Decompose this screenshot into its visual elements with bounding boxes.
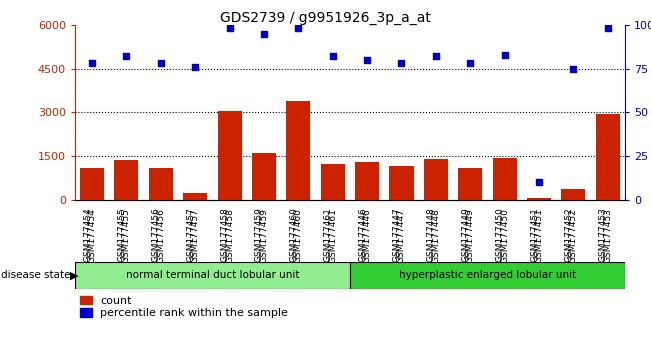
- Bar: [350, 262, 625, 289]
- Text: GSM177454: GSM177454: [83, 207, 92, 262]
- Text: GSM177449: GSM177449: [465, 208, 475, 263]
- Point: [396, 61, 407, 66]
- Text: GSM177452: GSM177452: [564, 207, 574, 262]
- Point: [190, 64, 201, 70]
- Text: GSM177447: GSM177447: [397, 208, 406, 263]
- Text: GSM177456: GSM177456: [156, 208, 165, 263]
- Bar: [217, 111, 242, 200]
- Bar: [424, 159, 448, 200]
- Bar: [493, 158, 517, 200]
- Bar: [115, 160, 139, 200]
- Text: GSM177453: GSM177453: [599, 207, 608, 262]
- Text: hyperplastic enlarged lobular unit: hyperplastic enlarged lobular unit: [399, 270, 576, 280]
- Text: GSM177447: GSM177447: [393, 207, 402, 262]
- Bar: [561, 189, 585, 200]
- Point: [293, 25, 303, 31]
- Text: GSM177459: GSM177459: [255, 207, 264, 262]
- Text: GSM177460: GSM177460: [294, 208, 303, 263]
- Text: GSM177446: GSM177446: [363, 208, 372, 263]
- Text: GSM177452: GSM177452: [569, 208, 578, 263]
- Text: normal terminal duct lobular unit: normal terminal duct lobular unit: [126, 270, 299, 280]
- Text: GSM177455: GSM177455: [117, 207, 126, 262]
- Text: GSM177453: GSM177453: [603, 208, 613, 263]
- Legend: count, percentile rank within the sample: count, percentile rank within the sample: [81, 296, 288, 318]
- Text: ▶: ▶: [70, 270, 79, 280]
- Bar: [527, 198, 551, 200]
- Point: [362, 57, 372, 63]
- Point: [327, 53, 338, 59]
- Text: GSM177449: GSM177449: [462, 207, 470, 262]
- Point: [87, 61, 97, 66]
- Point: [499, 52, 510, 57]
- Bar: [458, 168, 482, 200]
- Bar: [149, 168, 173, 200]
- Point: [603, 25, 613, 31]
- Point: [534, 180, 544, 185]
- Bar: [321, 164, 345, 200]
- Text: disease state: disease state: [1, 270, 71, 280]
- Text: GDS2739 / g9951926_3p_a_at: GDS2739 / g9951926_3p_a_at: [220, 11, 431, 25]
- Point: [156, 61, 166, 66]
- Text: GSM177461: GSM177461: [324, 207, 333, 262]
- Text: GSM177448: GSM177448: [432, 208, 440, 263]
- Bar: [80, 168, 104, 200]
- Text: GSM177458: GSM177458: [221, 207, 230, 262]
- Point: [465, 61, 475, 66]
- Text: GSM177446: GSM177446: [358, 207, 367, 262]
- Text: GSM177456: GSM177456: [152, 207, 161, 262]
- Text: GSM177455: GSM177455: [122, 208, 131, 263]
- Bar: [286, 101, 311, 200]
- Text: GSM177457: GSM177457: [186, 207, 195, 262]
- Point: [568, 66, 579, 72]
- Text: GSM177459: GSM177459: [260, 208, 268, 263]
- Bar: [596, 114, 620, 200]
- Point: [225, 25, 235, 31]
- Bar: [355, 162, 379, 200]
- Text: GSM177454: GSM177454: [87, 208, 96, 263]
- Point: [121, 53, 132, 59]
- Text: GSM177450: GSM177450: [495, 207, 505, 262]
- Text: GSM177451: GSM177451: [530, 207, 539, 262]
- Text: GSM177450: GSM177450: [500, 208, 509, 263]
- Bar: [183, 193, 207, 200]
- Point: [258, 31, 269, 36]
- Bar: [252, 153, 276, 200]
- Text: GSM177451: GSM177451: [534, 208, 544, 263]
- Bar: [75, 262, 350, 289]
- Text: GSM177460: GSM177460: [289, 207, 298, 262]
- Point: [431, 53, 441, 59]
- Text: GSM177458: GSM177458: [225, 208, 234, 263]
- Text: GSM177448: GSM177448: [427, 207, 436, 262]
- Bar: [389, 166, 413, 200]
- Text: GSM177461: GSM177461: [328, 208, 337, 263]
- Text: GSM177457: GSM177457: [191, 208, 200, 263]
